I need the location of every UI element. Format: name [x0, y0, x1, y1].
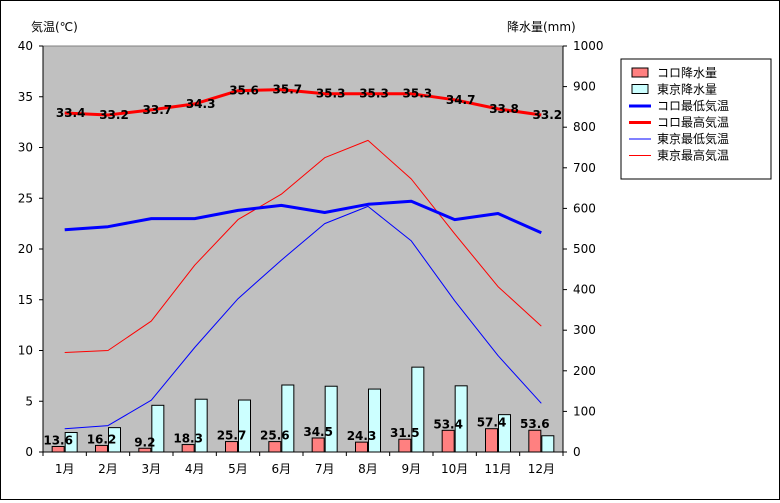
data-label-koro-max-temp: 35.7	[273, 83, 303, 97]
y-left-tick-label: 5	[25, 394, 33, 408]
y-right-tick-label: 900	[573, 80, 596, 94]
legend-label: コロ降水量	[657, 66, 717, 80]
data-label-koro-max-temp: 33.2	[99, 108, 129, 122]
legend-swatch-bar	[632, 68, 648, 77]
x-tick-label: 5月	[228, 462, 248, 476]
y-left-tick-label: 10	[18, 344, 33, 358]
data-label-koro-precip: 34.5	[303, 425, 333, 439]
y-right-title: 降水量(mm)	[507, 20, 576, 34]
y-left-tick-label: 0	[25, 445, 33, 459]
bar-koro-precip	[226, 442, 238, 452]
x-tick-label: 1月	[55, 462, 75, 476]
data-label-koro-precip: 53.6	[520, 417, 550, 431]
y-left-tick-label: 25	[18, 191, 33, 205]
y-left-title: 気温(℃)	[31, 19, 78, 34]
data-label-koro-max-temp: 34.7	[446, 93, 476, 107]
bar-koro-precip	[529, 430, 541, 452]
data-label-koro-precip: 25.7	[217, 429, 247, 443]
bar-koro-precip	[269, 442, 281, 452]
y-right-tick-label: 300	[573, 323, 596, 337]
data-label-koro-precip: 16.2	[87, 432, 117, 446]
data-label-koro-max-temp: 33.2	[533, 108, 563, 122]
y-right-tick-label: 1000	[573, 39, 604, 53]
data-label-koro-precip: 24.3	[347, 429, 377, 443]
x-tick-label: 6月	[272, 462, 292, 476]
y-right-tick-label: 700	[573, 161, 596, 175]
data-label-koro-precip: 18.3	[173, 432, 203, 446]
legend-label: コロ最低気温	[657, 98, 729, 113]
y-right-tick-label: 400	[573, 283, 596, 297]
x-tick-label: 9月	[402, 462, 422, 476]
x-tick-label: 7月	[315, 462, 335, 476]
x-tick-label: 10月	[441, 462, 468, 476]
x-tick-label: 8月	[358, 462, 378, 476]
data-label-koro-precip: 53.4	[433, 417, 463, 431]
bar-koro-precip	[182, 445, 194, 452]
bar-koro-precip	[399, 439, 411, 452]
data-label-koro-max-temp: 33.4	[56, 106, 86, 120]
data-label-koro-max-temp: 35.3	[316, 87, 346, 101]
x-tick-label: 11月	[484, 462, 511, 476]
y-left-tick-label: 35	[18, 90, 33, 104]
data-label-koro-max-temp: 33.8	[489, 102, 519, 116]
y-right-tick-label: 800	[573, 120, 596, 134]
data-label-koro-precip: 9.2	[134, 435, 155, 449]
bar-tokyo-precip	[542, 436, 554, 452]
y-right-tick-label: 200	[573, 364, 596, 378]
y-right-tick-label: 0	[573, 445, 581, 459]
data-label-koro-precip: 13.6	[43, 433, 73, 447]
bar-koro-precip	[356, 442, 368, 452]
data-label-koro-max-temp: 35.6	[229, 84, 259, 98]
legend-label: 東京降水量	[657, 83, 717, 97]
y-right-tick-label: 100	[573, 404, 596, 418]
y-left-tick-label: 30	[18, 141, 33, 155]
y-left-tick-label: 15	[18, 293, 33, 307]
legend-label: 東京最高気温	[657, 148, 729, 163]
bar-tokyo-precip	[325, 386, 337, 452]
legend-label: 東京最低気温	[657, 131, 729, 146]
legend-label: コロ最高気温	[657, 115, 729, 130]
y-left-tick-label: 20	[18, 242, 33, 256]
data-label-koro-precip: 57.4	[477, 416, 507, 430]
bar-koro-precip	[442, 430, 454, 452]
bar-koro-precip	[312, 438, 324, 452]
data-label-koro-max-temp: 35.3	[403, 87, 433, 101]
legend-swatch-bar	[632, 85, 648, 94]
bar-koro-precip	[486, 429, 498, 452]
data-label-koro-max-temp: 33.7	[143, 103, 173, 117]
data-label-koro-max-temp: 34.3	[186, 97, 216, 111]
x-tick-label: 2月	[98, 462, 118, 476]
y-left-tick-label: 40	[18, 39, 33, 53]
y-right-tick-label: 500	[573, 242, 596, 256]
bar-tokyo-precip	[239, 400, 251, 452]
data-label-koro-precip: 31.5	[390, 426, 420, 440]
x-tick-label: 12月	[528, 462, 555, 476]
x-tick-label: 4月	[185, 462, 205, 476]
data-label-koro-precip: 25.6	[260, 429, 290, 443]
y-right-tick-label: 600	[573, 201, 596, 215]
data-label-koro-max-temp: 35.3	[359, 87, 389, 101]
x-tick-label: 3月	[142, 462, 162, 476]
